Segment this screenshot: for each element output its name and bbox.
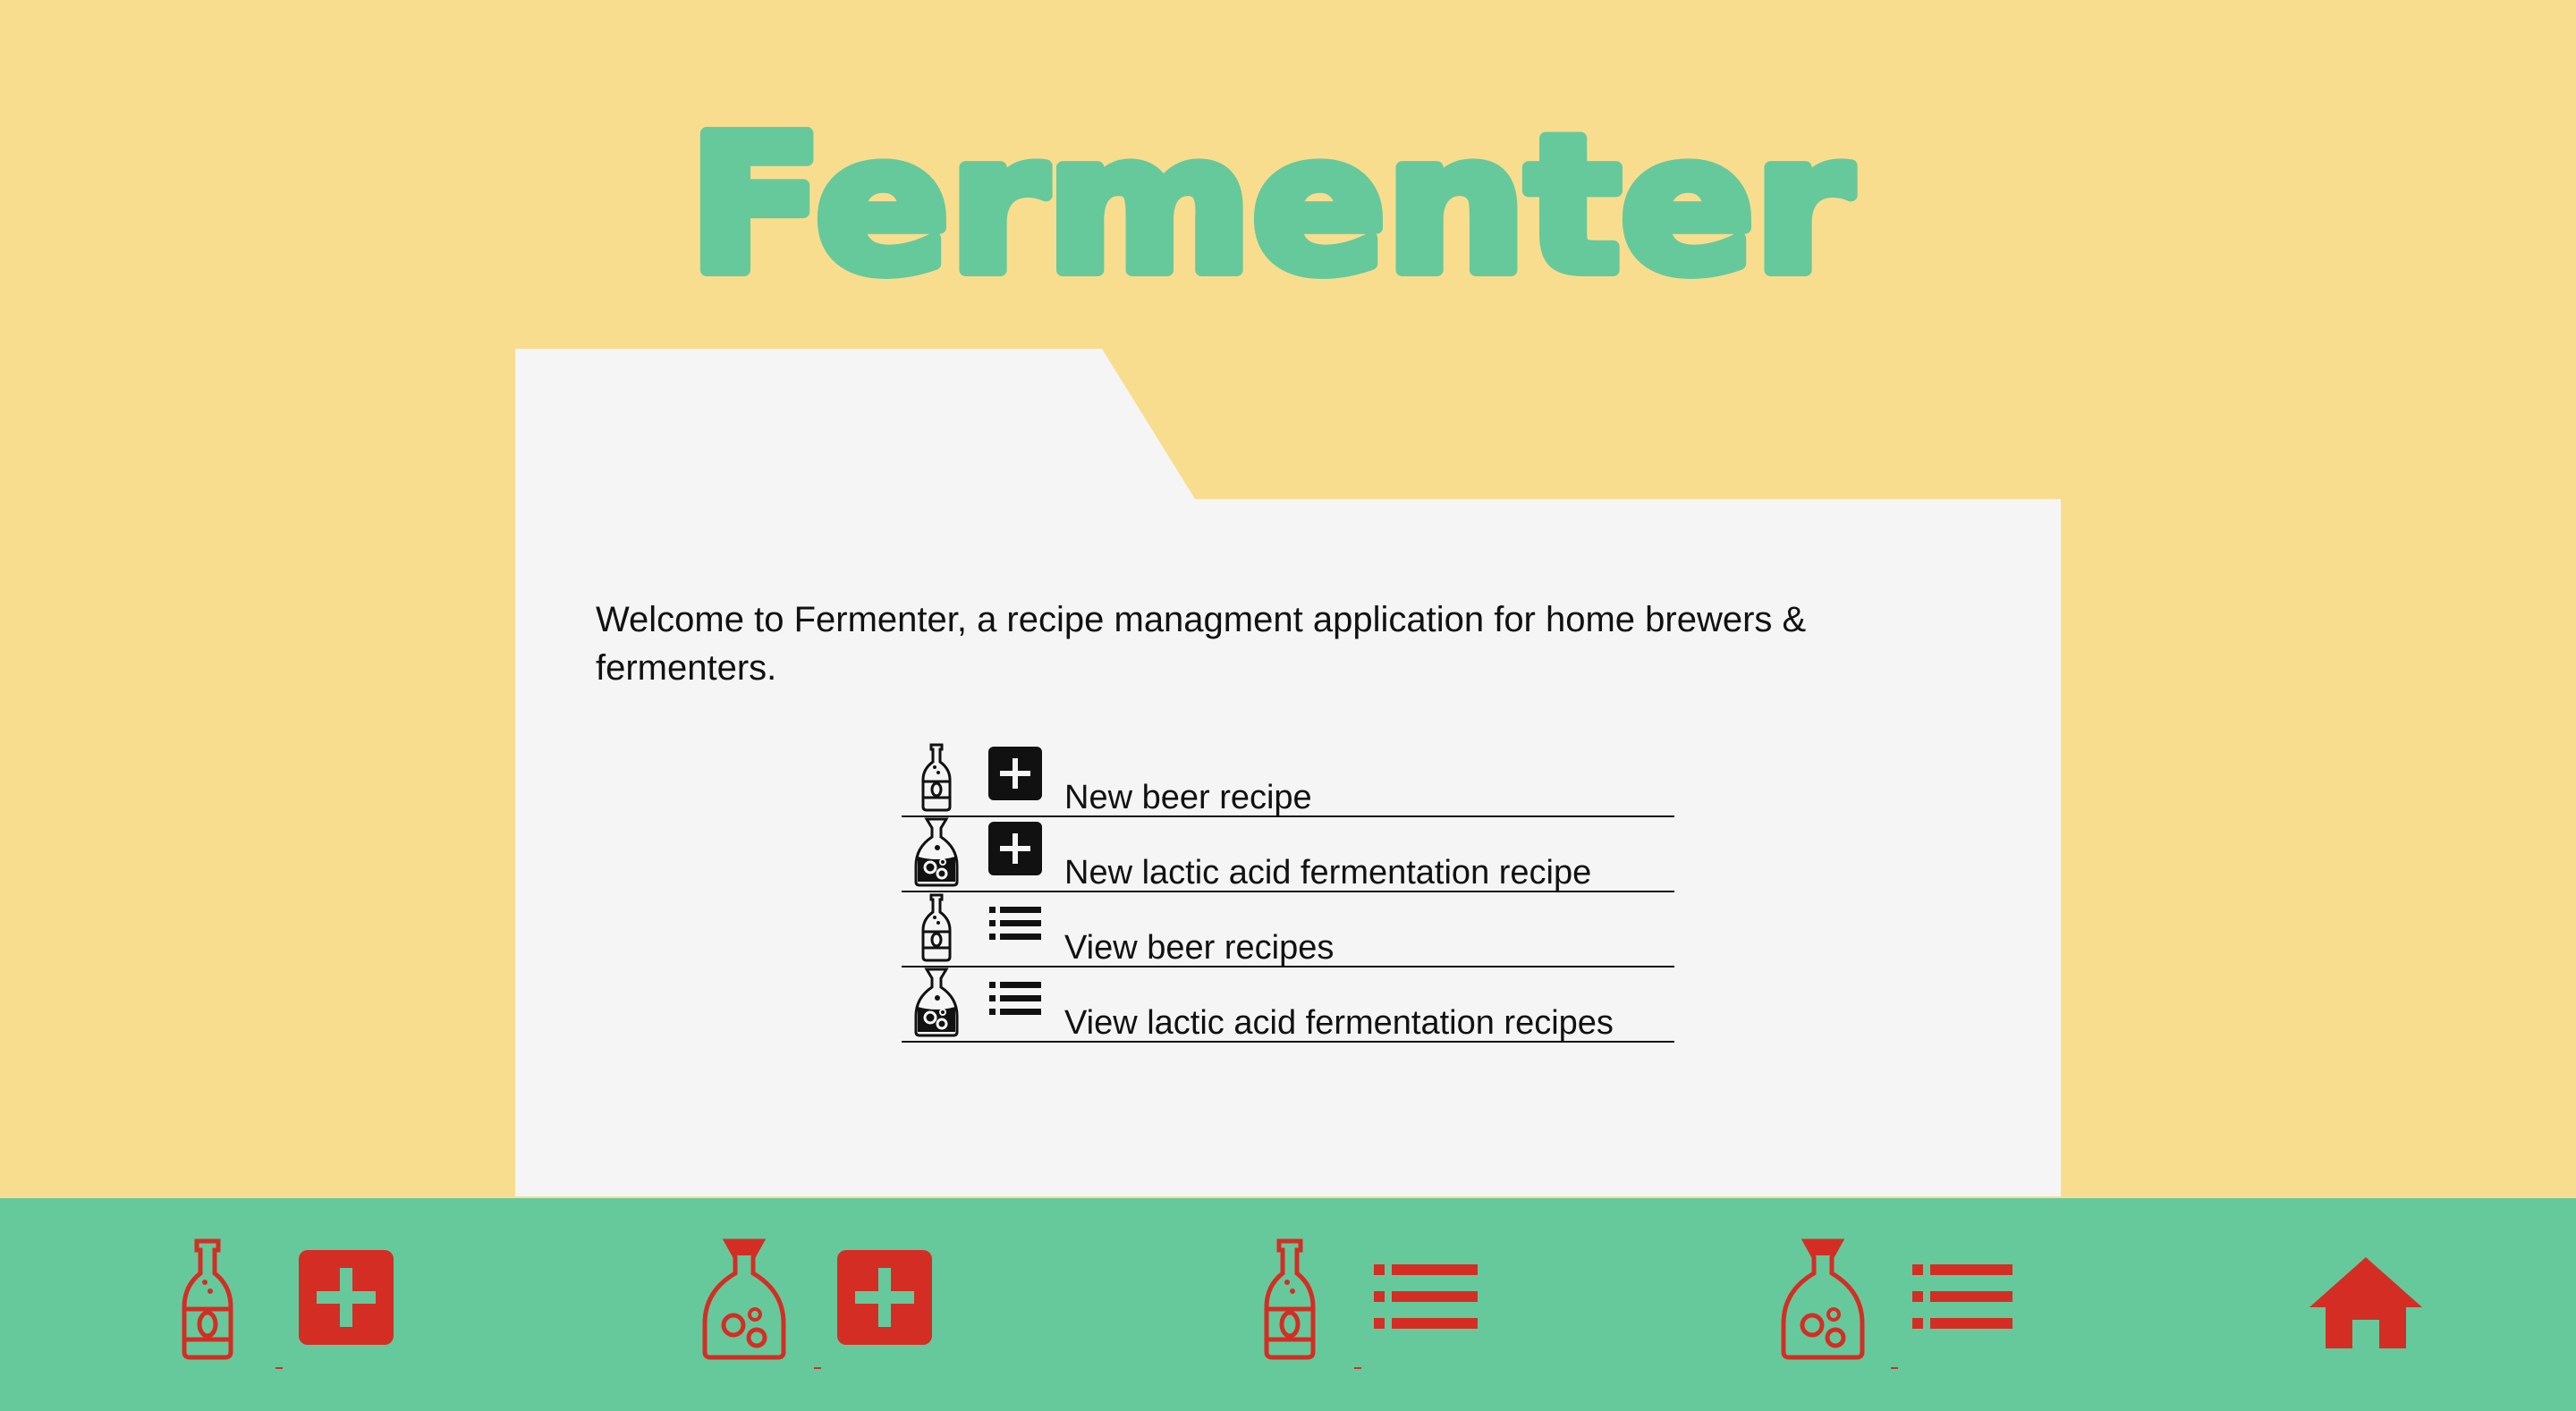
action-label: New lactic acid fermentation recipe xyxy=(1064,854,1592,891)
bottom-nav xyxy=(0,1198,2576,1411)
action-view-lactic-recipes[interactable]: View lactic acid fermentation recipes xyxy=(902,967,1674,1043)
action-new-lactic-recipe[interactable]: New lactic acid fermentation recipe xyxy=(902,817,1674,892)
beer-bottle-icon xyxy=(182,1238,233,1360)
action-label: View lactic acid fermentation recipes xyxy=(1064,1004,1614,1042)
action-new-beer-recipe[interactable]: New beer recipe xyxy=(902,742,1674,817)
welcome-text: Welcome to Fermenter, a recipe managment… xyxy=(596,600,1807,688)
action-list: New beer recipe New lactic acid fermenta… xyxy=(902,742,1674,1043)
app-logo-text: Fermenter xyxy=(689,100,1852,315)
action-view-beer-recipes[interactable]: View beer recipes xyxy=(902,892,1674,967)
plus-square-icon xyxy=(988,822,1042,875)
nav-new-lactic-button[interactable] xyxy=(701,1238,934,1372)
main-panel: Welcome to Fermenter, a recipe managment… xyxy=(515,349,2061,1196)
fermentation-jar-icon xyxy=(914,817,959,887)
plus-square-icon xyxy=(988,747,1042,800)
nav-new-beer-button[interactable] xyxy=(179,1238,402,1372)
nav-view-lactic-button[interactable] xyxy=(1780,1238,2012,1372)
beer-bottle-icon xyxy=(1264,1238,1316,1360)
nav-underline xyxy=(275,1367,283,1369)
list-icon xyxy=(989,907,1041,940)
list-icon xyxy=(1912,1264,2012,1329)
nav-underline xyxy=(1891,1367,1898,1369)
beer-bottle-icon xyxy=(921,743,952,812)
home-icon[interactable] xyxy=(2308,1254,2424,1352)
nav-view-beer-button[interactable] xyxy=(1261,1238,1485,1372)
beer-bottle-icon xyxy=(921,893,952,962)
fermentation-jar-icon xyxy=(1781,1238,1865,1360)
list-icon xyxy=(989,982,1041,1015)
nav-underline xyxy=(814,1367,821,1369)
fermentation-jar-icon xyxy=(702,1238,786,1360)
action-label: New beer recipe xyxy=(1064,779,1312,816)
fermentation-jar-icon xyxy=(914,967,959,1037)
nav-underline xyxy=(1354,1367,1361,1369)
app-logo: Fermenter xyxy=(682,100,1858,315)
list-icon xyxy=(1374,1264,1478,1329)
folder-shape xyxy=(515,349,2061,1196)
plus-square-icon xyxy=(299,1250,394,1345)
action-label: View beer recipes xyxy=(1064,929,1335,967)
plus-square-icon xyxy=(837,1250,932,1345)
